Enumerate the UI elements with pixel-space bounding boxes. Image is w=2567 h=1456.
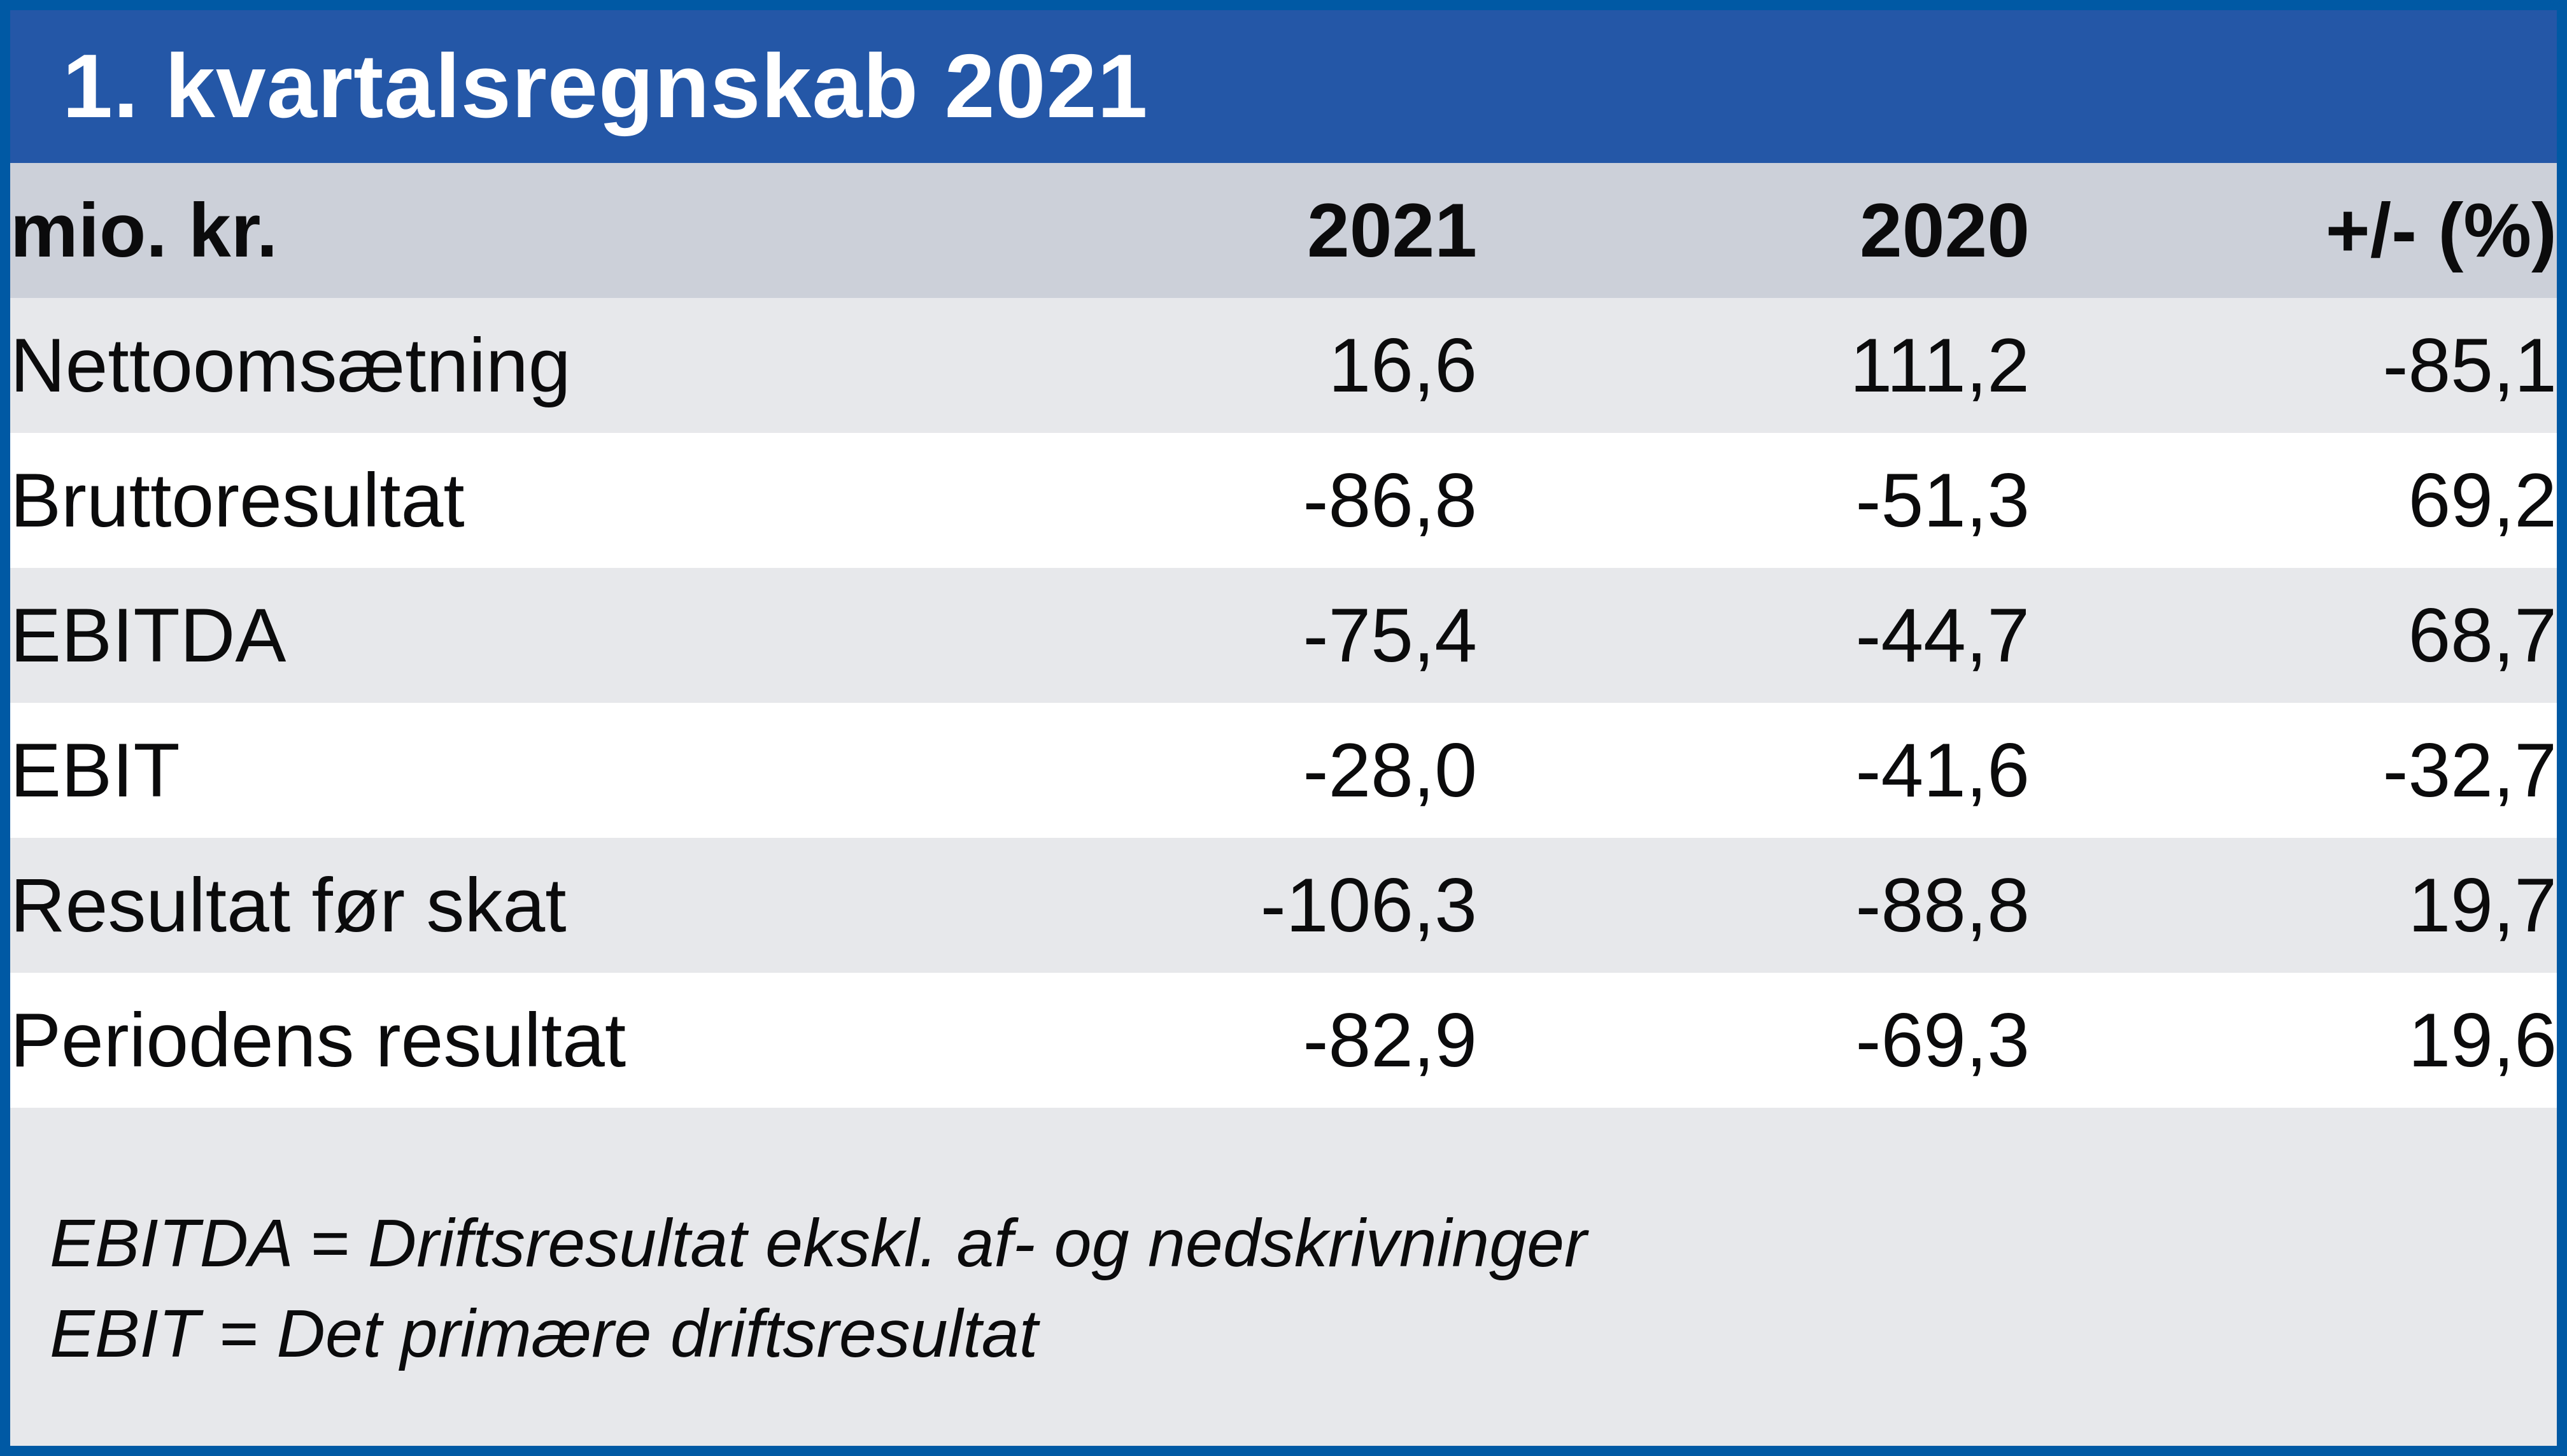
value-2020: -88,8 — [1855, 863, 2030, 948]
value-change: 69,2 — [2408, 458, 2557, 543]
value-2021: -106,3 — [1260, 863, 1477, 948]
value-2020: -51,3 — [1855, 458, 2030, 543]
value-2020: -69,3 — [1855, 998, 2030, 1083]
column-header-2021: 2021 — [1307, 188, 1477, 273]
table-row-resultat-foer-skat: Resultat før skat -106,3 -88,8 19,7 — [10, 838, 2557, 973]
footnote-ebitda: EBITDA = Driftsresultat ekskl. af- og ne… — [50, 1206, 1587, 1281]
value-2021: -28,0 — [1303, 728, 1477, 813]
column-header-unit: mio. kr. — [10, 188, 278, 273]
value-2021: -86,8 — [1303, 458, 1477, 543]
row-label: EBITDA — [10, 593, 286, 678]
financial-table: mio. kr. 2021 2020 +/- (%) Nettoomsætnin… — [10, 163, 2557, 1108]
table-row-nettoomsaetning: Nettoomsætning 16,6 111,2 -85,1 — [10, 298, 2557, 433]
column-header-change: +/- (%) — [2325, 188, 2557, 273]
value-change: -85,1 — [2382, 323, 2557, 408]
page-title: 1. kvartalsregnskab 2021 — [62, 36, 1149, 137]
value-change: 19,7 — [2408, 863, 2557, 948]
title-bar: 1. kvartalsregnskab 2021 — [10, 10, 2557, 163]
row-label: Bruttoresultat — [10, 458, 465, 543]
value-2020: -41,6 — [1855, 728, 2030, 813]
value-2021: 16,6 — [1328, 323, 1477, 408]
row-label: Nettoomsætning — [10, 323, 571, 408]
column-header-2020: 2020 — [1860, 188, 2030, 273]
value-2020: -44,7 — [1855, 593, 2030, 678]
table-row-periodens-resultat: Periodens resultat -82,9 -69,3 19,6 — [10, 973, 2557, 1108]
value-change: 68,7 — [2408, 593, 2557, 678]
value-change: -32,7 — [2382, 728, 2557, 813]
value-2021: -75,4 — [1303, 593, 1477, 678]
value-2020: 111,2 — [1849, 323, 2030, 408]
row-label: Periodens resultat — [10, 998, 626, 1083]
value-2021: -82,9 — [1303, 998, 1477, 1083]
table-row-ebit: EBIT -28,0 -41,6 -32,7 — [10, 703, 2557, 838]
row-label: EBIT — [10, 728, 180, 813]
footnote-ebit: EBIT = Det primære driftsresultat — [50, 1296, 1038, 1372]
footnotes-area: EBITDA = Driftsresultat ekskl. af- og ne… — [10, 1108, 2557, 1446]
table-row-ebitda: EBITDA -75,4 -44,7 68,7 — [10, 568, 2557, 703]
row-label: Resultat før skat — [10, 863, 567, 948]
value-change: 19,6 — [2408, 998, 2557, 1083]
table-header-row: mio. kr. 2021 2020 +/- (%) — [10, 163, 2557, 298]
table-row-bruttoresultat: Bruttoresultat -86,8 -51,3 69,2 — [10, 433, 2557, 568]
